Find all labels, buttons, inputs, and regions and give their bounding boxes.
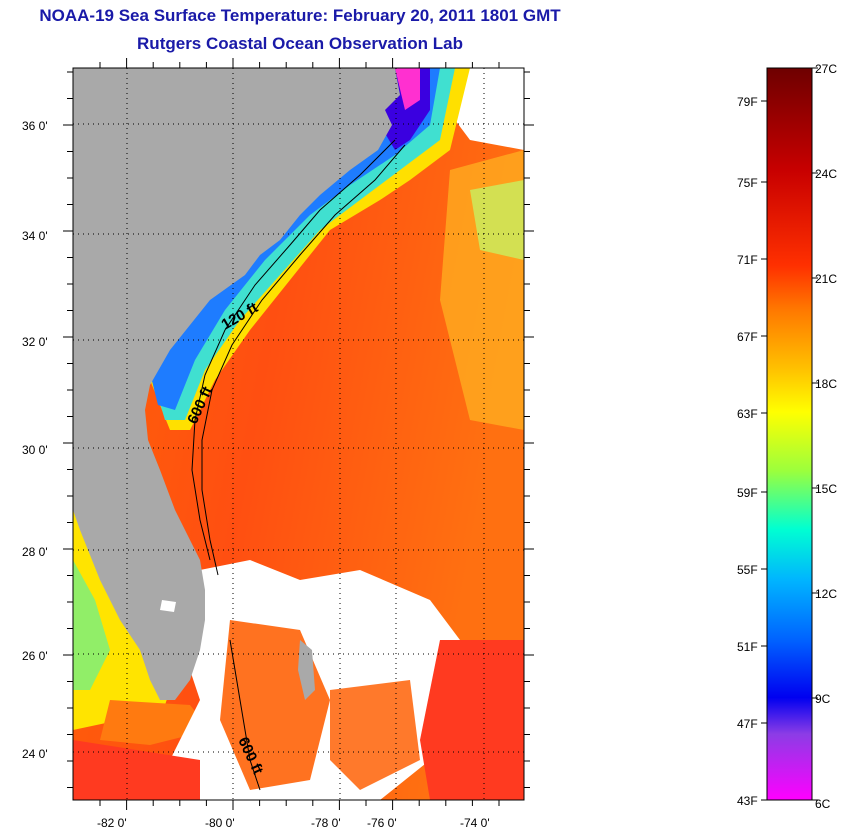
lon-label: -82 0' xyxy=(97,816,127,830)
lat-label: 30 0' xyxy=(22,443,48,457)
lon-label: -74 0' xyxy=(460,816,490,830)
lon-label: -76 0' xyxy=(367,816,397,830)
map-ticks xyxy=(63,58,534,810)
fahrenheit-label: 59F xyxy=(737,486,758,500)
fahrenheit-label: 79F xyxy=(737,95,758,109)
colorbar-fahrenheit-labels: 79F 75F 71F 67F 63F 59F 55F 51F 47F 43F xyxy=(737,95,758,808)
lat-label: 24 0' xyxy=(22,747,48,761)
contour-600ft xyxy=(201,144,406,576)
fahrenheit-label: 43F xyxy=(737,794,758,808)
map-area xyxy=(73,68,524,800)
celsius-label: 24C xyxy=(815,167,837,181)
map-title: NOAA-19 Sea Surface Temperature: Februar… xyxy=(39,6,561,25)
lon-label: -78 0' xyxy=(311,816,341,830)
celsius-label: 18C xyxy=(815,377,837,391)
graticule xyxy=(73,68,524,800)
lat-label: 34 0' xyxy=(22,229,48,243)
colorbar xyxy=(766,67,813,801)
celsius-label: 21C xyxy=(815,272,837,286)
fahrenheit-label: 63F xyxy=(737,407,758,421)
lon-label: -80 0' xyxy=(205,816,235,830)
fahrenheit-label: 55F xyxy=(737,563,758,577)
land-mass xyxy=(73,68,400,700)
celsius-label: 12C xyxy=(815,587,837,601)
lat-label: 36 0' xyxy=(22,119,48,133)
celsius-label: 27C xyxy=(815,62,837,76)
colorbar-celsius-labels: 27C 24C 21C 18C 15C 12C 9C 6C xyxy=(815,62,837,811)
celsius-label: 15C xyxy=(815,482,837,496)
colorbar-ticks xyxy=(761,67,818,801)
map-subtitle: Rutgers Coastal Ocean Observation Lab xyxy=(137,34,463,53)
fahrenheit-label: 75F xyxy=(737,176,758,190)
fahrenheit-label: 71F xyxy=(737,253,758,267)
celsius-label: 9C xyxy=(815,692,831,706)
contour-120ft xyxy=(191,139,396,561)
fahrenheit-label: 51F xyxy=(737,640,758,654)
lat-label: 26 0' xyxy=(22,649,48,663)
fahrenheit-label: 67F xyxy=(737,330,758,344)
lat-label: 28 0' xyxy=(22,545,48,559)
map-frame xyxy=(72,67,525,801)
lat-label: 32 0' xyxy=(22,335,48,349)
latitude-labels: 36 0' 34 0' 32 0' 30 0' 28 0' 26 0' 24 0… xyxy=(22,119,48,761)
celsius-label: 6C xyxy=(815,797,831,811)
longitude-labels: -82 0' -80 0' -78 0' -76 0' -74 0' xyxy=(97,816,490,830)
fahrenheit-label: 47F xyxy=(737,717,758,731)
